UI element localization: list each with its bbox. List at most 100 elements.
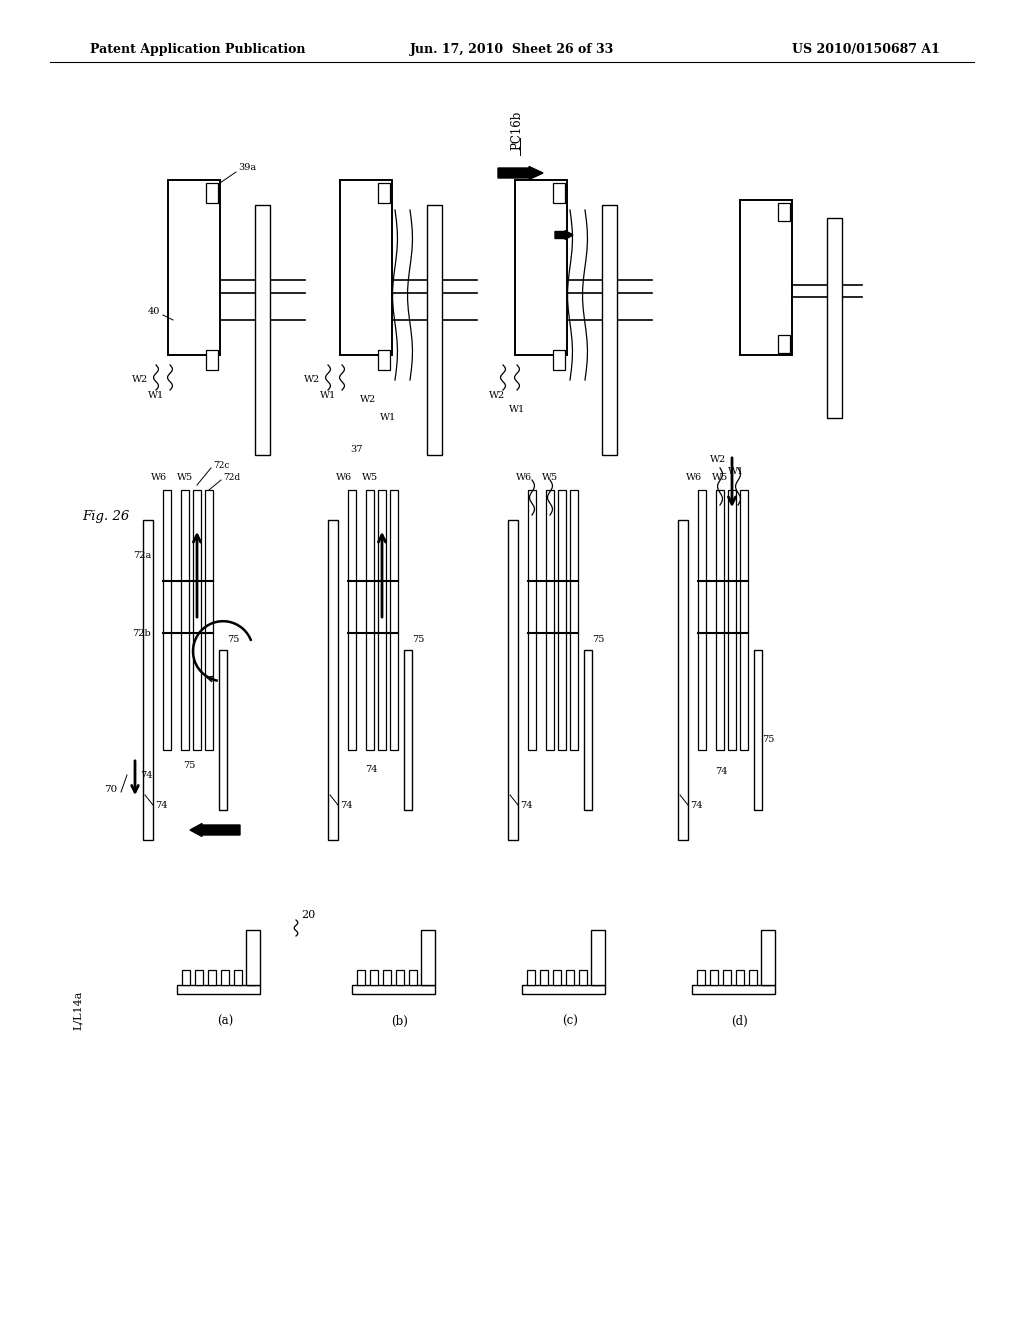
Bar <box>247 970 255 985</box>
Bar <box>570 490 578 750</box>
Text: W1: W1 <box>728 467 744 477</box>
Text: W5: W5 <box>542 474 558 483</box>
Text: W6: W6 <box>516 474 532 483</box>
Bar <box>678 520 688 840</box>
Bar <box>522 985 605 994</box>
Bar <box>515 180 567 355</box>
Bar <box>181 490 189 750</box>
Bar <box>206 350 218 370</box>
Text: W6: W6 <box>151 474 167 483</box>
Text: 75: 75 <box>412 635 424 644</box>
Bar <box>602 205 617 455</box>
Text: 72c: 72c <box>213 461 229 470</box>
Text: US 2010/0150687 A1: US 2010/0150687 A1 <box>793 44 940 57</box>
Text: W2: W2 <box>304 375 319 384</box>
Text: 74: 74 <box>715 767 727 776</box>
FancyArrow shape <box>555 231 573 239</box>
Bar <box>827 218 842 418</box>
Bar <box>246 931 260 985</box>
Bar <box>340 180 392 355</box>
Bar <box>383 970 391 985</box>
Bar <box>566 970 574 985</box>
Text: Jun. 17, 2010  Sheet 26 of 33: Jun. 17, 2010 Sheet 26 of 33 <box>410 44 614 57</box>
Text: W5: W5 <box>361 474 378 483</box>
Text: 74: 74 <box>520 800 532 809</box>
Text: (b): (b) <box>391 1015 409 1028</box>
Bar <box>698 490 706 750</box>
Text: 74: 74 <box>365 766 378 775</box>
Bar <box>352 985 435 994</box>
Bar <box>366 490 374 750</box>
Bar <box>396 970 404 985</box>
Text: 75: 75 <box>762 735 774 744</box>
Bar <box>163 490 171 750</box>
Bar <box>208 970 216 985</box>
Text: W2: W2 <box>360 396 376 404</box>
Text: W6: W6 <box>336 474 352 483</box>
Bar <box>422 970 430 985</box>
Bar <box>553 183 565 203</box>
Text: 72b: 72b <box>132 628 151 638</box>
Bar <box>740 490 748 750</box>
Text: PC16b: PC16b <box>510 111 523 149</box>
Text: 72d: 72d <box>223 474 240 483</box>
Text: W1: W1 <box>380 413 396 422</box>
Text: W1: W1 <box>147 391 164 400</box>
Bar <box>692 985 775 994</box>
Text: W2: W2 <box>488 391 505 400</box>
Bar <box>591 931 605 985</box>
Bar <box>177 985 260 994</box>
Text: 74: 74 <box>155 800 168 809</box>
Text: Patent Application Publication: Patent Application Publication <box>90 44 305 57</box>
Bar <box>206 183 218 203</box>
Bar <box>716 490 724 750</box>
Bar <box>378 350 390 370</box>
Text: W2: W2 <box>710 455 726 465</box>
Bar <box>193 490 201 750</box>
Bar <box>697 970 705 985</box>
Text: W5: W5 <box>712 474 728 483</box>
Text: Fig. 26: Fig. 26 <box>82 510 129 523</box>
Bar <box>378 183 390 203</box>
Text: W2: W2 <box>132 375 148 384</box>
Bar <box>143 520 153 840</box>
Bar <box>348 490 356 750</box>
Bar <box>404 649 412 810</box>
Bar <box>778 335 790 352</box>
Bar <box>421 931 435 985</box>
Text: 74: 74 <box>140 771 153 780</box>
Text: W5: W5 <box>177 474 194 483</box>
Text: 75: 75 <box>227 635 240 644</box>
Text: (a): (a) <box>217 1015 233 1028</box>
Bar <box>255 205 270 455</box>
Text: (c): (c) <box>562 1015 578 1028</box>
Text: 39a: 39a <box>238 164 256 173</box>
Bar <box>427 205 442 455</box>
Bar <box>168 180 220 355</box>
Bar <box>205 490 213 750</box>
Bar <box>723 970 731 985</box>
Bar <box>234 970 242 985</box>
Bar <box>219 649 227 810</box>
Text: 40: 40 <box>147 308 160 317</box>
Bar <box>221 970 229 985</box>
Text: (d): (d) <box>731 1015 749 1028</box>
Bar <box>584 649 592 810</box>
Bar <box>749 970 757 985</box>
Bar <box>553 350 565 370</box>
Text: W1: W1 <box>319 391 336 400</box>
Bar <box>778 203 790 220</box>
Bar <box>328 520 338 840</box>
Text: L/L14a: L/L14a <box>73 990 83 1030</box>
Text: 72a: 72a <box>133 550 151 560</box>
FancyArrow shape <box>498 166 543 180</box>
Text: 37: 37 <box>350 446 362 454</box>
Text: 75: 75 <box>592 635 604 644</box>
Bar <box>762 970 770 985</box>
Bar <box>378 490 386 750</box>
Bar <box>182 970 190 985</box>
FancyArrow shape <box>190 824 240 837</box>
Bar <box>740 201 792 355</box>
Bar <box>710 970 718 985</box>
Bar <box>508 520 518 840</box>
